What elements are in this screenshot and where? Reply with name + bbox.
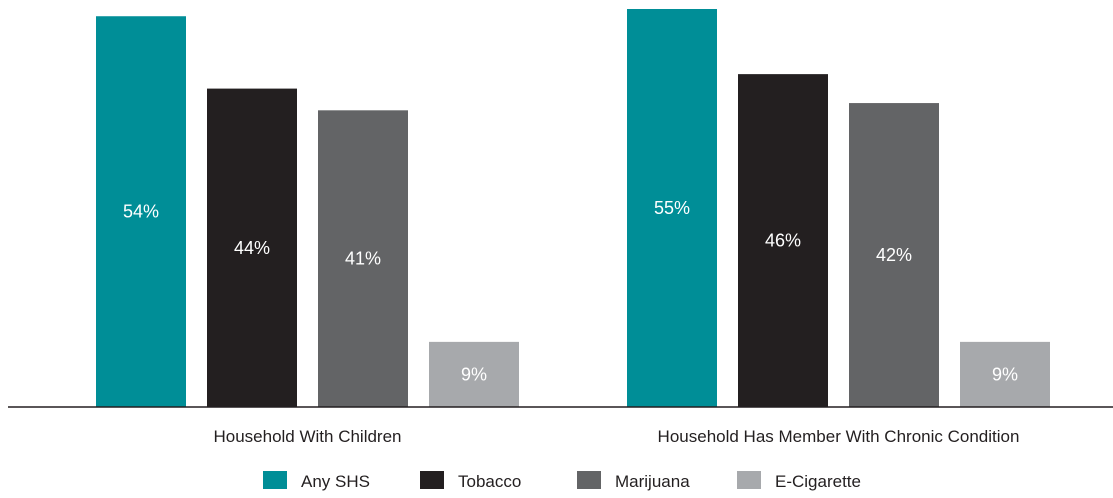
legend: Any SHS Tobacco Marijuana E-Cigarette — [263, 471, 861, 491]
category-label-2: Household Has Member With Chronic Condit… — [658, 427, 1020, 446]
legend-label-e-cigarette: E-Cigarette — [775, 472, 861, 491]
data-label-marijuana-1: 41% — [345, 249, 381, 269]
bars-group: 54% 44% 41% 9% 55% 46% 42% 9% — [96, 9, 1050, 408]
data-label-any-shs-2: 55% — [654, 198, 690, 218]
bar-e-cigarette-1 — [429, 341, 519, 407]
category-label-1: Household With Children — [213, 427, 401, 446]
legend-label-tobacco: Tobacco — [458, 472, 521, 491]
legend-swatch-any-shs — [263, 471, 287, 489]
category-labels: Household With Children Household Has Mem… — [213, 427, 1019, 446]
bar-marijuana-1 — [318, 110, 408, 408]
bar-tobacco-2 — [738, 74, 828, 408]
bar-any-shs-1 — [96, 16, 186, 408]
legend-swatch-e-cigarette — [737, 471, 761, 489]
legend-swatch-marijuana — [577, 471, 601, 489]
data-label-tobacco-2: 46% — [765, 231, 801, 251]
bar-e-cigarette-2 — [960, 341, 1050, 407]
legend-swatch-tobacco — [420, 471, 444, 489]
legend-label-marijuana: Marijuana — [615, 472, 690, 491]
bar-any-shs-2 — [627, 9, 717, 407]
data-label-marijuana-2: 42% — [876, 245, 912, 265]
legend-label-any-shs: Any SHS — [301, 472, 370, 491]
bar-marijuana-2 — [849, 103, 939, 407]
data-label-any-shs-1: 54% — [123, 202, 159, 222]
data-label-e-cigarette-2: 9% — [992, 364, 1018, 384]
bar-tobacco-1 — [207, 88, 297, 407]
data-label-tobacco-1: 44% — [234, 238, 270, 258]
data-label-e-cigarette-1: 9% — [461, 364, 487, 384]
